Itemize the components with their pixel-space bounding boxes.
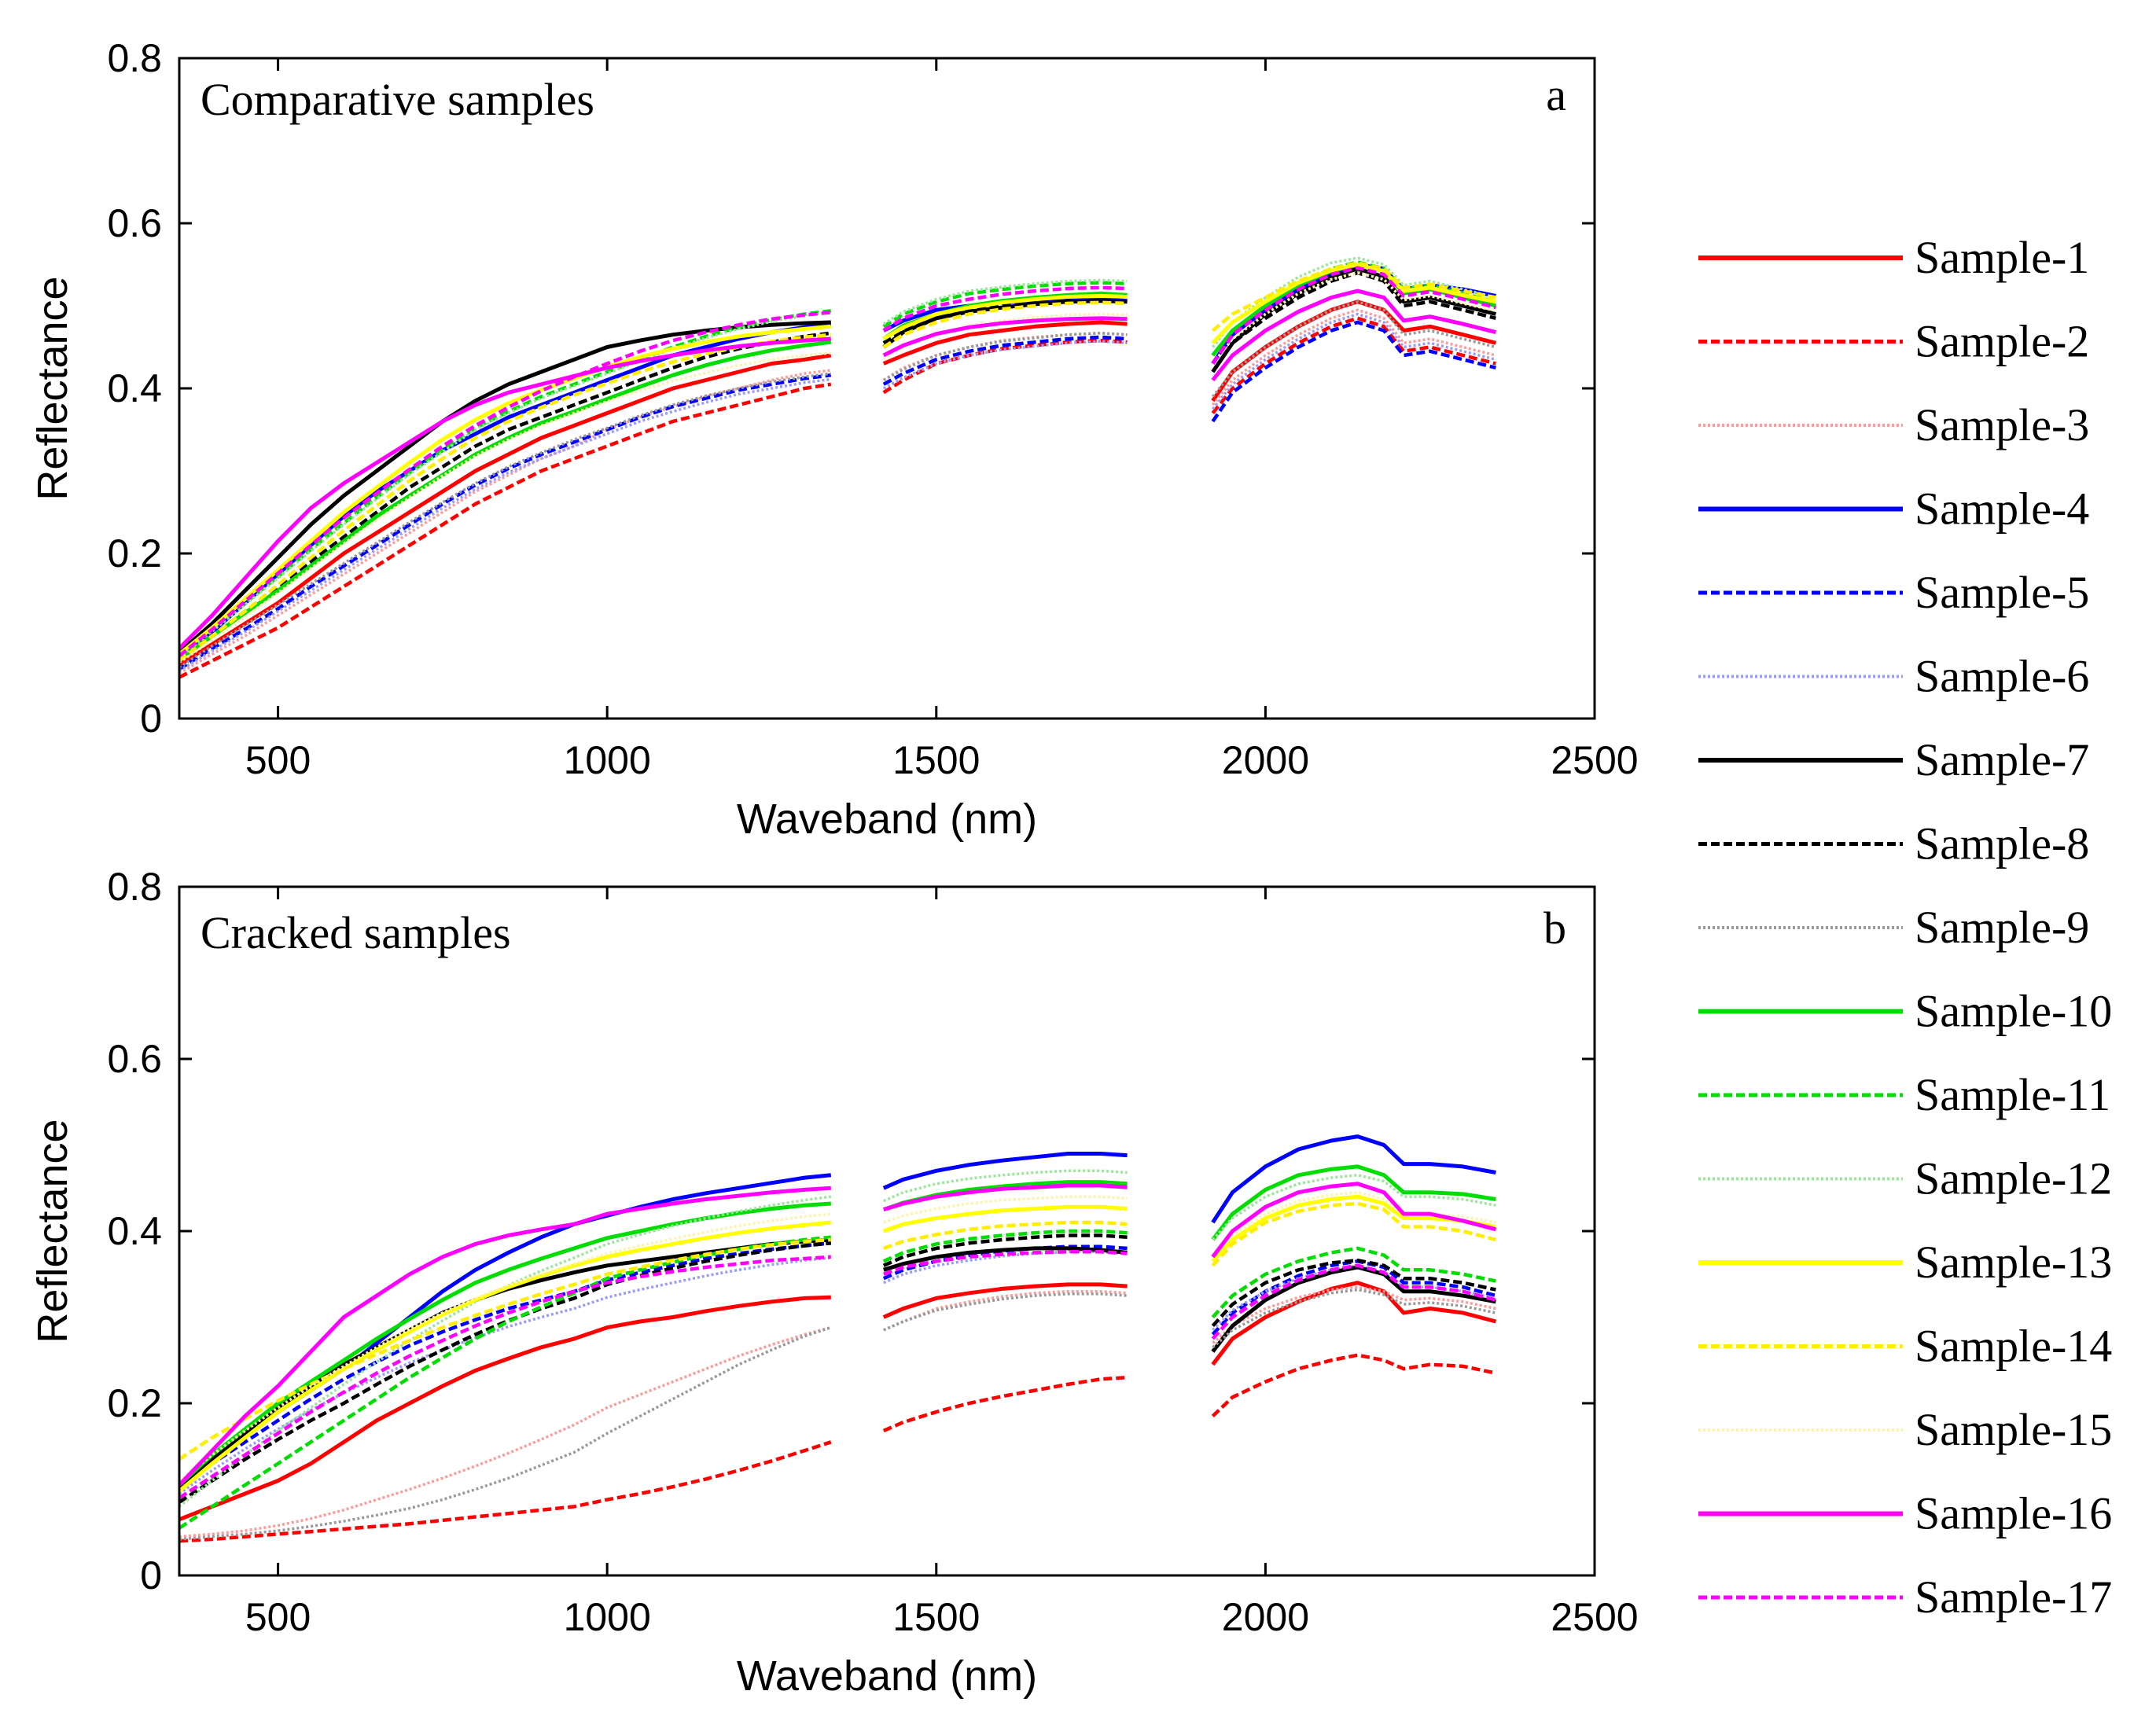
legend-entry: Sample-1	[1698, 232, 2089, 283]
ytick-label: 0.2	[107, 1381, 162, 1425]
panel-b-series	[178, 1134, 1497, 1543]
series-line-sample-6	[178, 312, 1496, 672]
ytick-label: 0.4	[107, 1209, 162, 1253]
legend-entry: Sample-14	[1698, 1321, 2112, 1372]
legend-label: Sample-15	[1915, 1404, 2112, 1455]
legend-label: Sample-2	[1915, 316, 2089, 367]
series-line-sample-15	[178, 1190, 1496, 1482]
panel-b-letter: b	[1543, 902, 1566, 954]
xtick-label: 2000	[1222, 738, 1309, 782]
xtick-label: 1000	[564, 738, 651, 782]
legend-entry: Sample-13	[1698, 1237, 2112, 1288]
panel-a-title: Comparative samples	[201, 74, 594, 125]
ytick-label: 0.6	[107, 1037, 162, 1081]
series-line-sample-17	[178, 266, 1496, 657]
series-line-sample-13	[178, 1194, 1496, 1493]
legend-entry: Sample-6	[1698, 651, 2089, 702]
legend-label: Sample-14	[1915, 1321, 2112, 1372]
panel-b-xlabel: Waveband (nm)	[737, 1652, 1037, 1700]
xtick-label: 1500	[892, 738, 980, 782]
series-line-sample-16	[178, 1182, 1497, 1487]
legend-label: Sample-12	[1915, 1153, 2112, 1204]
panel-b-title: Cracked samples	[201, 907, 511, 958]
series-line-sample-1	[178, 1281, 1497, 1522]
legend-label: Sample-3	[1915, 399, 2089, 450]
legend-label: Sample-10	[1915, 986, 2112, 1037]
xtick-label: 1500	[892, 1595, 980, 1639]
panel-a-ticks: 0 0.2 0.4 0.6 0.8 500 1000 1500 2000 2500	[107, 36, 1638, 782]
series-line-sample-8	[178, 1233, 1496, 1504]
ytick-label: 0.4	[107, 366, 162, 410]
ytick-label: 0.8	[107, 36, 162, 80]
legend-entry: Sample-4	[1698, 483, 2089, 535]
series-line-sample-14	[178, 261, 1496, 663]
legend-label: Sample-11	[1915, 1069, 2110, 1120]
xtick-label: 500	[245, 1595, 311, 1639]
xtick-label: 2500	[1551, 1595, 1638, 1639]
legend-entry: Sample-8	[1698, 818, 2089, 869]
series-line-sample-12	[178, 256, 1496, 659]
legend-entry: Sample-16	[1698, 1488, 2112, 1539]
ytick-label: 0.8	[107, 865, 162, 909]
legend-label: Sample-1	[1915, 232, 2089, 283]
series-line-sample-14	[178, 1201, 1496, 1461]
legend: Sample-1 Sample-2 Sample-3 Sample-4 Sample-5…	[1698, 232, 2112, 1623]
legend-label: Sample-17	[1915, 1571, 2112, 1623]
ytick-label: 0.6	[107, 201, 162, 245]
xtick-label: 2500	[1551, 738, 1638, 782]
legend-entry: Sample-12	[1698, 1153, 2112, 1204]
series-line-sample-13	[178, 263, 1496, 656]
ytick-label: 0	[140, 697, 162, 741]
xtick-label: 1000	[564, 1595, 651, 1639]
legend-label: Sample-8	[1915, 818, 2089, 869]
panel-a-letter: a	[1546, 69, 1566, 120]
panel-a: 0 0.2 0.4 0.6 0.8 500 1000 1500 2000 2500 Compara…	[29, 36, 1639, 843]
legend-entry: Sample-11	[1698, 1069, 2110, 1120]
panel-b-ticks: 0 0.2 0.4 0.6 0.8 500 1000 1500 2000 2500	[107, 865, 1638, 1639]
legend-entry: Sample-7	[1698, 734, 2089, 785]
legend-entry: Sample-17	[1698, 1571, 2112, 1623]
ytick-label: 0.2	[107, 531, 162, 575]
series-line-sample-16	[178, 289, 1497, 650]
legend-label: Sample-5	[1915, 567, 2089, 618]
legend-entry: Sample-3	[1698, 399, 2089, 450]
series-line-sample-11	[178, 1229, 1496, 1530]
legend-entry: Sample-2	[1698, 316, 2089, 367]
series-line-sample-17	[178, 1250, 1496, 1500]
xtick-label: 500	[245, 738, 311, 782]
legend-label: Sample-7	[1915, 734, 2089, 785]
panel-a-xlabel: Waveband (nm)	[737, 796, 1037, 843]
panel-b-ylabel: Reflectance	[29, 1119, 76, 1343]
legend-label: Sample-13	[1915, 1237, 2112, 1288]
legend-entry: Sample-5	[1698, 567, 2089, 618]
panel-b: 0 0.2 0.4 0.6 0.8 500 1000 1500 2000 2500 Cracked…	[29, 865, 1639, 1700]
series-line-sample-5	[178, 320, 1496, 671]
legend-entry: Sample-10	[1698, 986, 2112, 1037]
legend-entry: Sample-15	[1698, 1404, 2112, 1455]
legend-entry: Sample-9	[1698, 902, 2089, 953]
xtick-label: 2000	[1222, 1595, 1309, 1639]
panel-a-series	[178, 256, 1497, 679]
legend-label: Sample-16	[1915, 1488, 2112, 1539]
ytick-label: 0	[140, 1553, 162, 1597]
legend-label: Sample-6	[1915, 651, 2089, 702]
series-line-sample-9	[178, 300, 1496, 669]
panel-a-ylabel: Reflectance	[29, 276, 76, 500]
series-line-sample-2	[178, 1353, 1496, 1543]
series-line-sample-9	[178, 1288, 1496, 1541]
legend-label: Sample-4	[1915, 483, 2089, 535]
legend-label: Sample-9	[1915, 902, 2089, 953]
